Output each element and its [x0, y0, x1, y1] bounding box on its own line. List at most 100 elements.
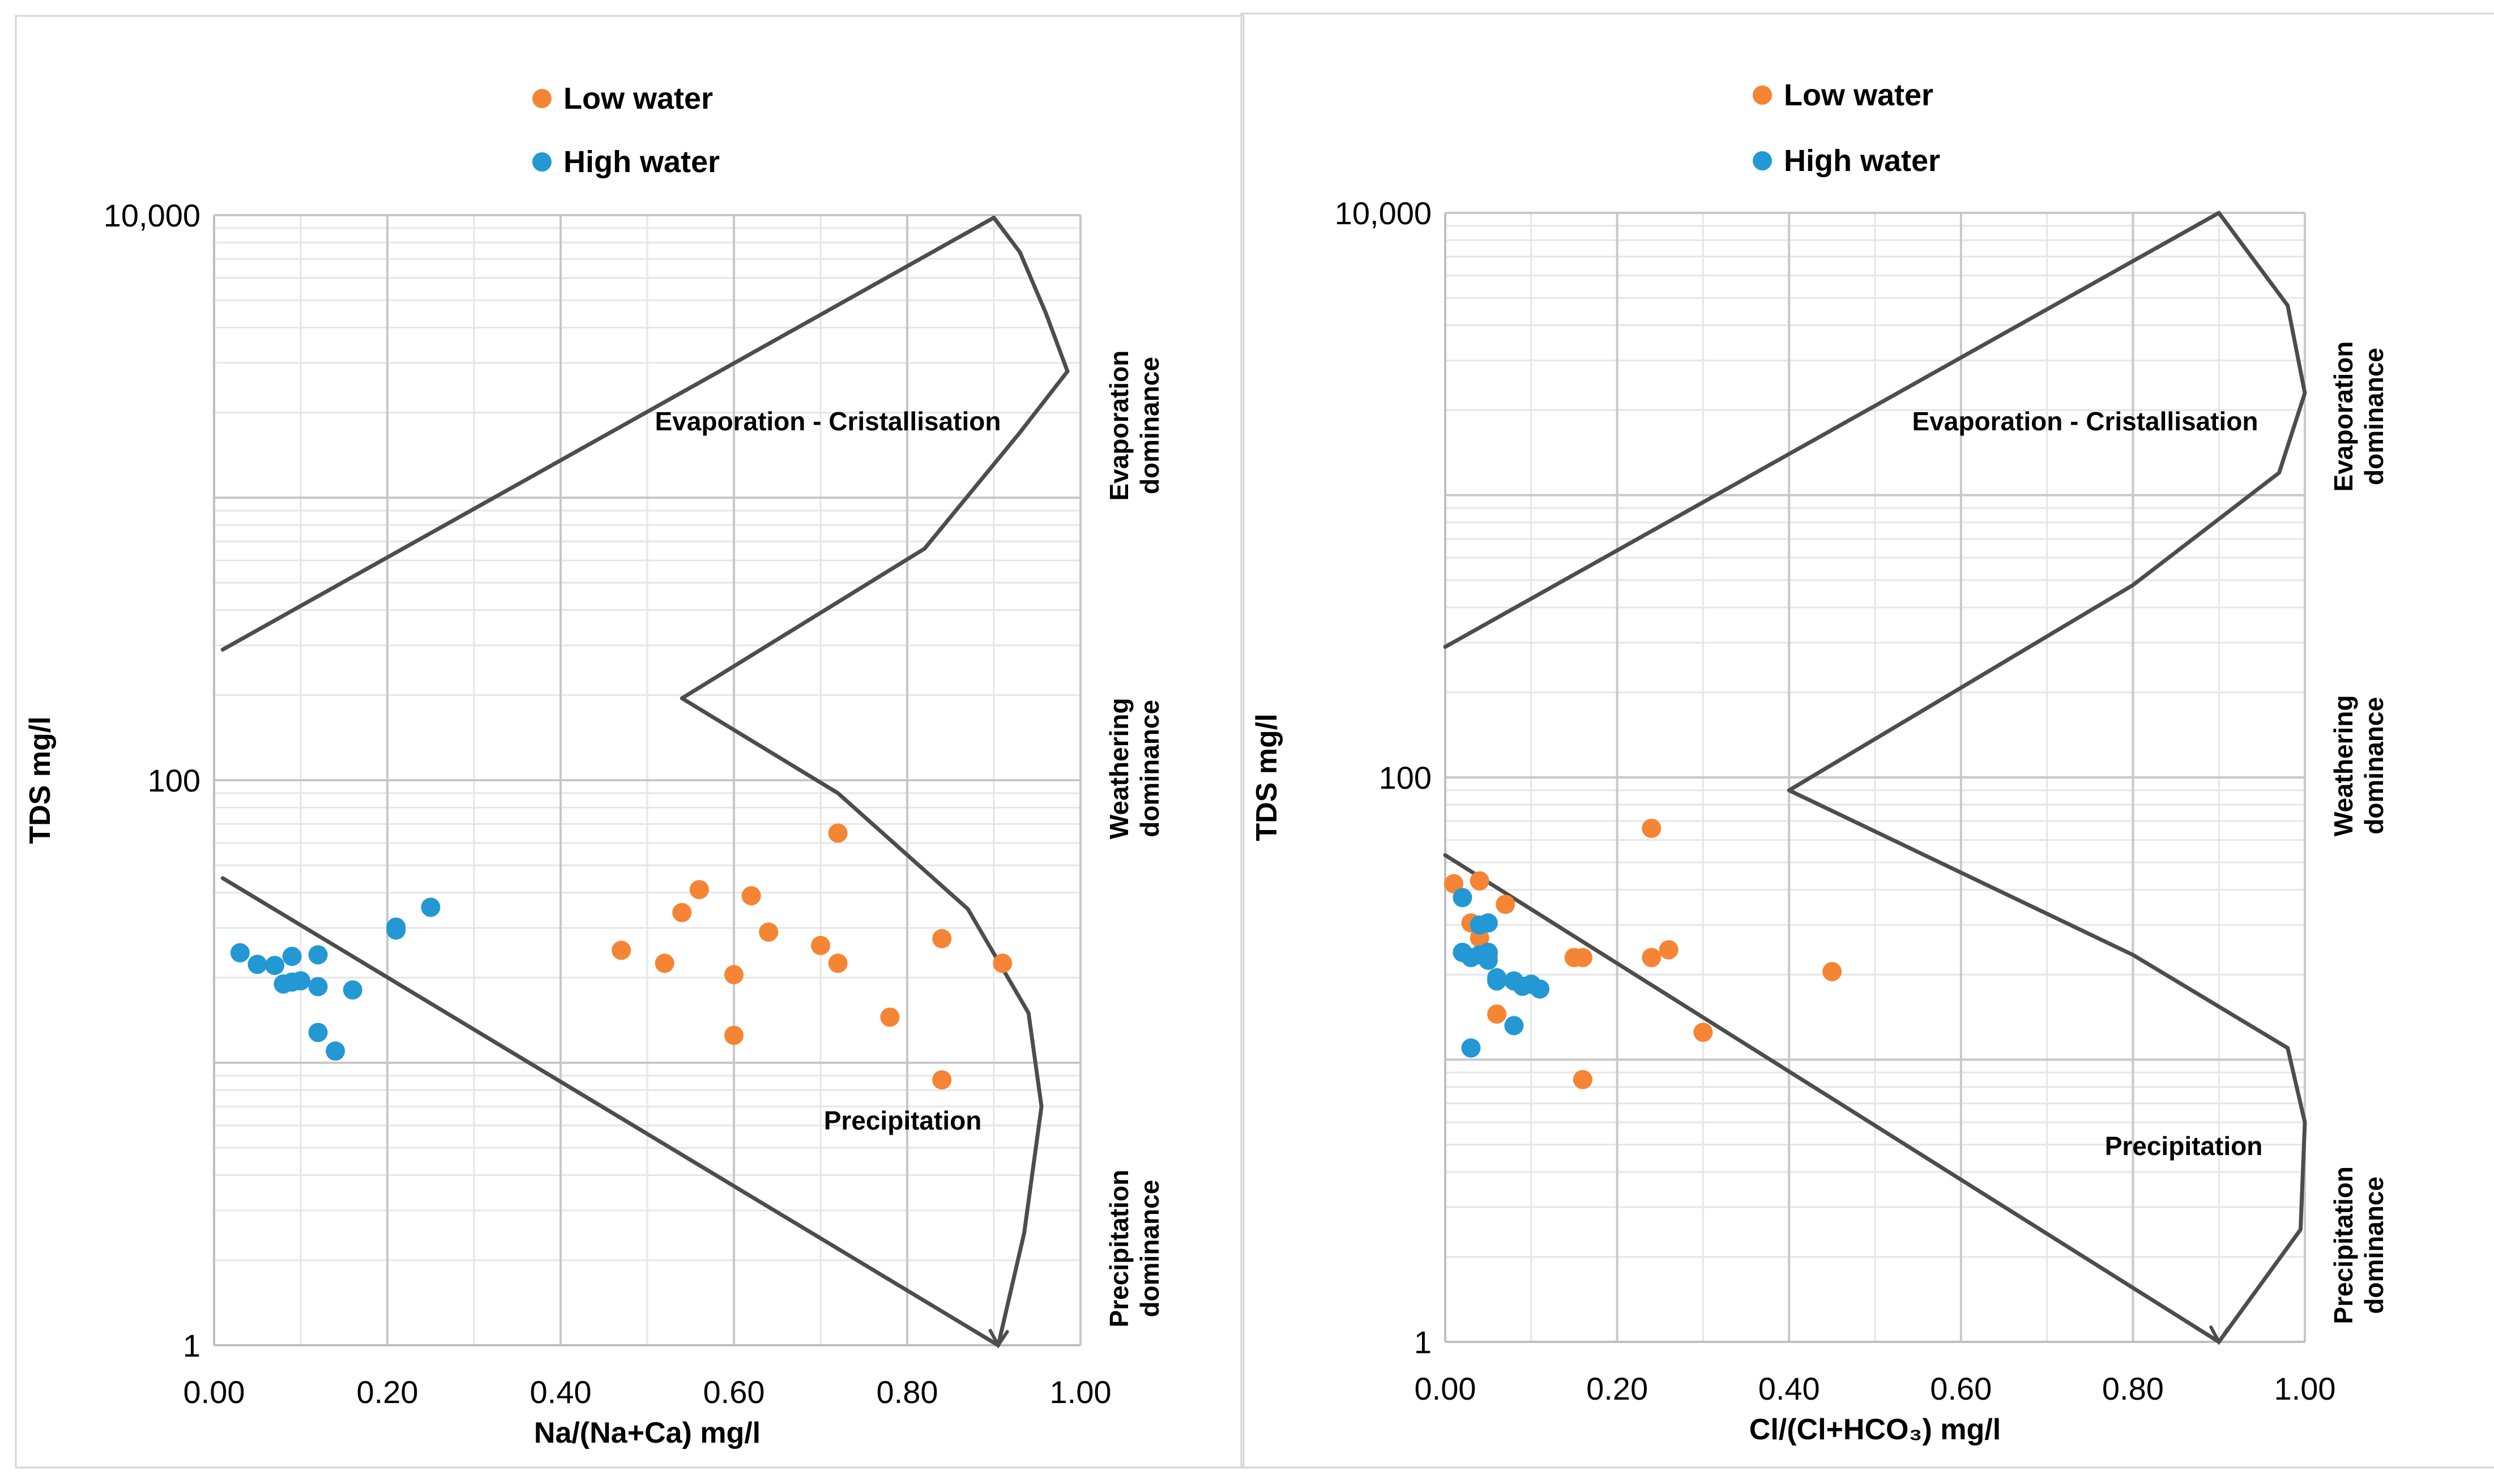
- side-label: Evaporation dominance: [2329, 341, 2389, 492]
- data-point: [308, 977, 328, 997]
- chart-panel-1: 0.00 0.20 0.40 0.60 0.80 1.00 1 100 10,000 Na/(Na…: [15, 15, 1245, 1469]
- x-tick-label: 0.40: [530, 1374, 592, 1410]
- x-tick-label: 0.00: [1415, 1371, 1476, 1406]
- data-point: [291, 971, 310, 991]
- data-point: [1478, 913, 1498, 933]
- x-tick-label: 0.60: [703, 1374, 765, 1410]
- data-point: [1453, 888, 1472, 908]
- data-point: [1659, 940, 1679, 960]
- x-tick-label: 1.00: [2274, 1371, 2336, 1406]
- data-point: [932, 929, 952, 948]
- data-point: [326, 1041, 345, 1061]
- gibbs-envelope: [220, 215, 1070, 1349]
- side-label-line1: Precipitation: [2329, 1166, 2358, 1324]
- legend-label: Low water: [563, 82, 713, 116]
- side-label-line1: Weathering: [1104, 698, 1134, 840]
- y-tick-label: 1: [1414, 1324, 1432, 1360]
- x-axis-title: Cl/(Cl+HCO₃) mg/l: [1749, 1413, 2001, 1446]
- legend-marker: [1753, 85, 1772, 105]
- side-label-line1: Evaporation: [1104, 350, 1134, 501]
- series-high-water: [230, 897, 441, 1061]
- y-tick-label: 100: [1379, 760, 1432, 796]
- envelope-line-2: [680, 215, 1070, 1348]
- data-point: [1461, 1038, 1481, 1058]
- data-point: [993, 953, 1013, 973]
- chart-panel-2: 0.00 0.20 0.40 0.60 0.80 1.00 1 100 10,000 Cl/(Cl…: [1240, 12, 2494, 1469]
- y-tick-label: 10,000: [104, 198, 200, 233]
- data-point: [343, 980, 362, 1000]
- data-point: [724, 965, 744, 985]
- envelope-line-3: [1443, 853, 2221, 1344]
- side-label-line2: dominance: [2359, 348, 2389, 485]
- y-axis-title: TDS mg/l: [1250, 713, 1283, 841]
- data-point: [612, 940, 631, 960]
- data-point: [282, 947, 302, 966]
- series-high-water: [1453, 888, 1549, 1058]
- data-point: [1693, 1023, 1713, 1042]
- region-label: Precipitation: [824, 1106, 982, 1135]
- x-tick-label: 1.00: [1050, 1374, 1112, 1410]
- data-point: [932, 1070, 952, 1090]
- data-point: [1478, 950, 1498, 970]
- data-point: [1573, 948, 1592, 968]
- data-point: [672, 903, 692, 922]
- legend-marker: [1753, 151, 1772, 170]
- data-point: [724, 1025, 744, 1045]
- x-tick-label: 0.80: [2102, 1371, 2164, 1406]
- data-point: [230, 943, 250, 963]
- y-tick-label: 10,000: [1335, 195, 1432, 231]
- data-point: [1444, 874, 1464, 893]
- legend: Low water High water: [532, 82, 720, 179]
- data-point: [308, 1023, 328, 1042]
- data-point: [689, 880, 709, 900]
- data-point: [1487, 968, 1507, 987]
- data-point: [1530, 979, 1549, 999]
- envelope-line-2: [1787, 211, 2307, 1344]
- y-axis-title: TDS mg/l: [24, 716, 57, 844]
- x-tick-label: 0.40: [1758, 1371, 1820, 1406]
- data-point: [1573, 1070, 1592, 1089]
- side-label-line2: dominance: [2359, 697, 2389, 835]
- envelope-arrow-tip: [2209, 1325, 2230, 1345]
- minor-gridlines: [1445, 213, 2305, 1342]
- y-tick-label: 100: [148, 763, 200, 798]
- side-label-line2: dominance: [1135, 357, 1164, 494]
- data-point: [308, 945, 328, 965]
- data-point: [1470, 871, 1489, 891]
- legend-marker: [532, 152, 552, 172]
- side-label-line1: Evaporation: [2329, 341, 2358, 492]
- y-tick-label: 1: [183, 1328, 200, 1363]
- side-label: Weathering dominance: [1104, 698, 1164, 840]
- data-point: [247, 955, 267, 974]
- x-axis-title: Na/(Na+Ca) mg/l: [534, 1417, 761, 1449]
- x-tick-label: 0.20: [357, 1374, 418, 1410]
- x-tick-label: 0.60: [1930, 1371, 1992, 1406]
- legend-label: High water: [1784, 144, 1940, 178]
- data-point: [1504, 1016, 1524, 1036]
- envelope-line-3: [220, 876, 1001, 1348]
- panel-border: [1240, 12, 2494, 1469]
- legend-label: Low water: [1784, 78, 1933, 112]
- region-label: Evaporation - Cristallisation: [655, 407, 1001, 436]
- data-point: [880, 1007, 900, 1027]
- envelope-arrow-tip: [988, 1329, 1009, 1349]
- data-point: [811, 935, 830, 955]
- data-point: [828, 953, 848, 973]
- side-label-line1: Precipitation: [1104, 1170, 1134, 1328]
- side-label: Evaporation dominance: [1104, 350, 1164, 501]
- x-tick-label: 0.00: [183, 1374, 245, 1410]
- region-label: Precipitation: [2105, 1131, 2263, 1161]
- series-low-water: [612, 823, 1013, 1090]
- data-point: [386, 917, 406, 937]
- envelope-line-1: [1443, 211, 2221, 649]
- side-label: Precipitation dominance: [1104, 1170, 1164, 1328]
- data-point: [265, 956, 285, 976]
- legend-marker: [532, 89, 552, 108]
- data-point: [1642, 819, 1662, 838]
- x-tick-label: 0.20: [1586, 1371, 1648, 1406]
- x-tick-label: 0.80: [877, 1374, 938, 1410]
- gibbs-envelope: [1443, 211, 2307, 1345]
- series-low-water: [1444, 819, 1842, 1089]
